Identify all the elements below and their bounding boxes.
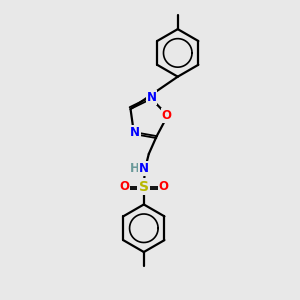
Text: S: S [139, 180, 149, 194]
Text: N: N [139, 162, 149, 175]
Text: H: H [130, 162, 140, 175]
Text: O: O [162, 109, 172, 122]
Text: N: N [130, 126, 140, 139]
Text: O: O [159, 180, 169, 193]
Text: O: O [119, 180, 129, 193]
Text: N: N [146, 91, 157, 104]
